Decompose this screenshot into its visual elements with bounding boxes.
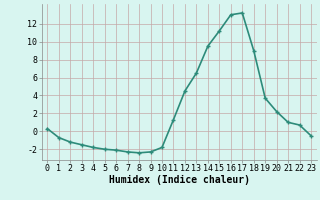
X-axis label: Humidex (Indice chaleur): Humidex (Indice chaleur) xyxy=(109,175,250,185)
